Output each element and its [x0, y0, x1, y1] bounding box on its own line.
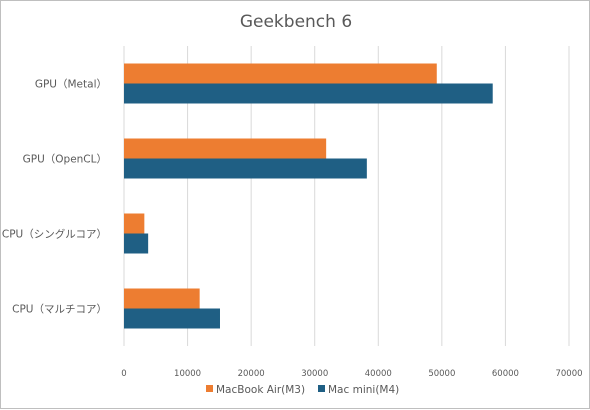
- bar-macbook-air-m3: [124, 288, 200, 309]
- x-tick-label: 20000: [238, 369, 265, 379]
- legend-label: MacBook Air(M3): [216, 384, 305, 396]
- x-tick-label: 10000: [174, 369, 201, 379]
- category-label: CPU（シングルコア）: [2, 228, 107, 241]
- category-label: GPU（OpenCL）: [23, 154, 107, 166]
- x-tick-label: 40000: [365, 369, 392, 379]
- bar-macbook-air-m3: [124, 138, 327, 159]
- legend: MacBook Air(M3) Mac mini(M4): [206, 384, 399, 396]
- bar-mac-mini-m4: [124, 233, 149, 254]
- chart-title: Geekbench 6: [240, 12, 352, 32]
- bar-macbook-air-m3: [124, 63, 437, 84]
- bar-mac-mini-m4: [124, 308, 220, 329]
- x-tick-label: 30000: [301, 369, 328, 379]
- legend-swatch: [206, 385, 213, 392]
- bar-macbook-air-m3: [124, 213, 145, 234]
- x-tick-labels: 0 10000 20000 30000 40000 50000 60000 70000: [121, 369, 582, 379]
- x-tick-label: 0: [121, 369, 126, 379]
- category-label: CPU（マルチコア）: [12, 304, 107, 316]
- x-tick-label: 60000: [492, 369, 519, 379]
- x-tick-label: 50000: [428, 369, 455, 379]
- x-tick-label: 70000: [555, 369, 582, 379]
- legend-swatch: [318, 385, 325, 392]
- bar-mac-mini-m4: [124, 158, 367, 179]
- bar-mac-mini-m4: [124, 83, 493, 104]
- category-label: GPU（Metal）: [35, 79, 107, 91]
- bars: [124, 63, 493, 329]
- legend-label: Mac mini(M4): [328, 384, 399, 396]
- category-labels: GPU（Metal） GPU（OpenCL） CPU（シングルコア） CPU（マルチコ…: [2, 79, 107, 316]
